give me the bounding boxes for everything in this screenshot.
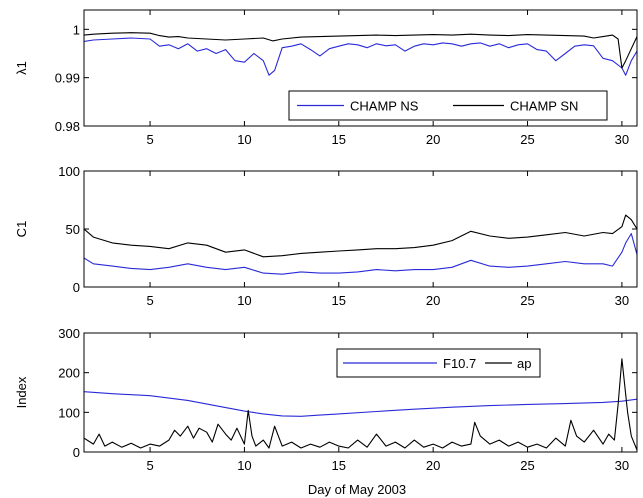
figure-xlabel: Day of May 2003 [308, 482, 406, 497]
series-line-3-1 [84, 391, 637, 417]
x-tick-label-2-5: 5 [146, 293, 153, 308]
chart-panel-1: 5 10 15 20 25 30 0.98 0.99 1 λ1 CHAMP NS CHAMP SN [14, 9, 638, 147]
x-tick-label-2-10: 10 [237, 293, 251, 308]
x-tick-label-3-5: 5 [146, 458, 153, 473]
y-tick-label-1-0: 0.98 [55, 119, 80, 134]
x-tick-label-3-10: 10 [237, 458, 251, 473]
series-line-2-1 [84, 233, 637, 275]
x-tick-label-1-5: 5 [146, 132, 153, 147]
x-tick-label-1-25: 25 [520, 132, 534, 147]
legend-label-1: F10.7 [443, 356, 476, 371]
legend-1: CHAMP NS CHAMP SN [288, 90, 608, 121]
axes-frame-2 [83, 170, 638, 288]
x-tick-label-1-20: 20 [426, 132, 440, 147]
y-tick-label-2-0: 0 [73, 280, 80, 295]
series-line-3-2 [84, 358, 637, 451]
x-tick-label-3-25: 25 [520, 458, 534, 473]
y-tick-label-1-1: 0.99 [55, 71, 80, 86]
x-tick-label-2-30: 30 [615, 293, 629, 308]
y-axis-label-2: C1 [14, 221, 29, 238]
x-tick-label-2-15: 15 [332, 293, 346, 308]
y-tick-label-2-1: 50 [66, 222, 80, 237]
legend-3: F10.7 ap [336, 348, 541, 378]
y-axis-label-1: λ1 [14, 61, 29, 75]
axes-frame-3 [83, 332, 638, 453]
x-tick-label-1-15: 15 [332, 132, 346, 147]
series-line-2-2 [84, 214, 637, 258]
x-tick-label-2-20: 20 [426, 293, 440, 308]
chart-panel-2: 5 10 15 20 25 30 0 50 100 C1 [14, 164, 638, 308]
x-tick-label-1-10: 10 [237, 132, 251, 147]
axes-frame-1 [83, 9, 638, 127]
x-tick-label-3-20: 20 [426, 458, 440, 473]
y-tick-label-2-2: 100 [58, 164, 80, 179]
y-tick-label-3-1: 100 [58, 405, 80, 420]
legend-label-1: CHAMP NS [350, 99, 419, 114]
x-tick-label-3-15: 15 [332, 458, 346, 473]
y-tick-label-3-3: 300 [58, 326, 80, 341]
series-line-1-2 [84, 32, 637, 69]
y-tick-label-1-2: 1 [73, 22, 80, 37]
series-line-1-1 [84, 37, 637, 76]
x-tick-label-1-30: 30 [615, 132, 629, 147]
y-tick-label-3-0: 0 [73, 445, 80, 460]
y-tick-label-3-2: 200 [58, 366, 80, 381]
x-tick-label-2-25: 25 [520, 293, 534, 308]
x-tick-label-3-30: 30 [615, 458, 629, 473]
legend-label-2: CHAMP SN [510, 99, 578, 114]
y-axis-label-3: Index [14, 376, 29, 408]
legend-label-2: ap [517, 356, 531, 371]
